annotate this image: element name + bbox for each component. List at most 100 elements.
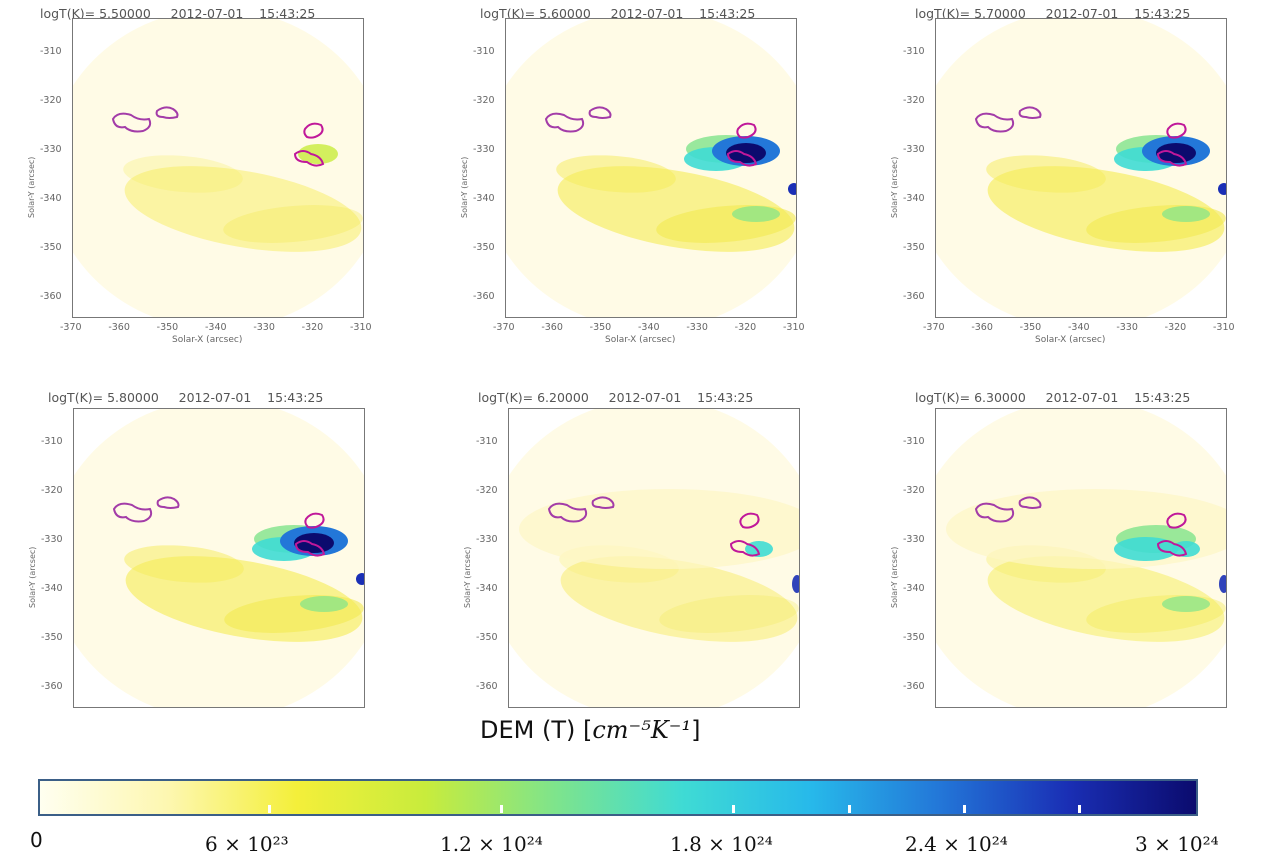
x-tick-label: -310 xyxy=(1213,322,1235,333)
dem-emission-blob xyxy=(792,575,799,593)
dem-emission-blob xyxy=(1114,537,1178,561)
contour-line xyxy=(304,512,325,529)
x-tick-label: -350 xyxy=(1019,322,1042,333)
dem-emission-blob xyxy=(294,533,334,553)
contour-line xyxy=(1018,106,1042,119)
y-tick-label: -360 xyxy=(41,681,63,692)
y-tick-label: -330 xyxy=(41,534,63,545)
colorbar-tick-label: 0 xyxy=(30,828,43,852)
dem-emission-blob xyxy=(356,573,364,585)
dem-emission-blob xyxy=(1162,596,1210,612)
dem-map xyxy=(73,408,365,708)
colorbar-tick-label: 6 × 10²³ xyxy=(205,832,289,856)
contour-line xyxy=(974,502,1015,523)
y-tick-label: -320 xyxy=(903,485,925,496)
y-tick-label: -350 xyxy=(903,632,925,643)
y-axis-label: Solar-Y (arcsec) xyxy=(890,156,899,218)
panel-title: logT(K)= 5.60000 2012-07-01 15:43:25 xyxy=(480,6,756,21)
y-axis-label: Solar-Y (arcsec) xyxy=(28,546,37,608)
x-tick-label: -370 xyxy=(923,322,945,333)
y-tick-label: -320 xyxy=(903,95,925,106)
y-axis-label: Solar-Y (arcsec) xyxy=(463,546,472,608)
x-axis-label: Solar-X (arcsec) xyxy=(172,335,243,345)
y-tick-label: -340 xyxy=(40,193,62,204)
dem-map-canvas xyxy=(73,19,363,317)
dem-emission-blob xyxy=(1219,575,1226,593)
panel-title: logT(K)= 6.20000 2012-07-01 15:43:25 xyxy=(478,390,754,405)
x-tick-label: -340 xyxy=(638,322,660,333)
panel-title: logT(K)= 5.70000 2012-07-01 15:43:25 xyxy=(915,6,1191,21)
colorbar-tick-label: 2.4 × 10²⁴ xyxy=(905,832,1008,856)
y-tick-label: -340 xyxy=(473,193,495,204)
contour-line xyxy=(974,112,1015,133)
y-tick-label: -350 xyxy=(903,242,925,253)
y-tick-label: -360 xyxy=(476,681,498,692)
y-tick-label: -360 xyxy=(903,681,925,692)
contour-line xyxy=(588,106,612,119)
dem-emission-blob xyxy=(1162,206,1210,222)
y-tick-label: -360 xyxy=(903,291,925,302)
x-tick-label: -340 xyxy=(1068,322,1090,333)
y-tick-label: -320 xyxy=(41,485,63,496)
colorbar-minor-tick xyxy=(1078,805,1081,813)
colorbar-tick-label: 1.2 × 10²⁴ xyxy=(440,832,543,856)
x-axis-label: Solar-X (arcsec) xyxy=(605,335,676,345)
x-tick-label: -360 xyxy=(971,322,993,333)
y-tick-label: -340 xyxy=(476,583,498,594)
dem-emission-blob xyxy=(124,545,244,583)
colorbar-tick-label: 3 × 10²⁴ xyxy=(1135,832,1219,856)
dem-emission-blob xyxy=(987,556,1225,642)
colorbar-minor-tick xyxy=(848,805,851,813)
y-tick-label: -310 xyxy=(903,46,925,57)
colorbar-title: DEM (T) [cm⁻⁵K⁻¹] xyxy=(480,716,700,744)
dem-map-canvas xyxy=(74,409,364,707)
dem-map-canvas xyxy=(936,19,1226,317)
y-tick-label: -320 xyxy=(473,95,495,106)
panel-title: logT(K)= 5.80000 2012-07-01 15:43:25 xyxy=(48,390,324,405)
dem-emission-blob xyxy=(223,205,363,243)
y-axis-label: Solar-Y (arcsec) xyxy=(27,156,36,218)
colorbar-minor-tick xyxy=(963,805,966,813)
x-tick-label: -320 xyxy=(734,322,757,333)
contour-line xyxy=(111,112,152,133)
colorbar-minor-tick xyxy=(268,805,271,813)
x-tick-label: -350 xyxy=(589,322,612,333)
contour-line xyxy=(1166,512,1187,529)
x-axis-label: Solar-X (arcsec) xyxy=(1035,335,1106,345)
dem-emission-blob xyxy=(123,155,243,193)
y-tick-label: -330 xyxy=(40,144,62,155)
y-tick-label: -330 xyxy=(903,144,925,155)
x-tick-label: -310 xyxy=(350,322,372,333)
dem-map-canvas xyxy=(509,409,799,707)
x-tick-label: -320 xyxy=(301,322,324,333)
dem-emission-blob xyxy=(560,556,798,642)
y-tick-label: -310 xyxy=(903,436,925,447)
x-tick-label: -320 xyxy=(1164,322,1187,333)
x-tick-label: -330 xyxy=(686,322,708,333)
contour-line xyxy=(1018,496,1042,509)
contour-line xyxy=(736,122,757,139)
contour-line xyxy=(294,540,326,557)
x-tick-label: -330 xyxy=(1116,322,1138,333)
contour-line xyxy=(1156,150,1188,167)
dem-emission-blob xyxy=(124,166,362,252)
contour-line xyxy=(1156,540,1188,557)
colorbar-title-suffix: ] xyxy=(691,716,701,744)
y-tick-label: -350 xyxy=(41,632,63,643)
y-tick-label: -340 xyxy=(41,583,63,594)
x-tick-label: -360 xyxy=(541,322,563,333)
y-tick-label: -350 xyxy=(476,632,498,643)
y-axis-label: Solar-Y (arcsec) xyxy=(890,546,899,608)
contour-line xyxy=(739,512,760,529)
y-tick-label: -330 xyxy=(473,144,495,155)
dem-map xyxy=(508,408,800,708)
y-tick-label: -340 xyxy=(903,583,925,594)
dem-emission-blob xyxy=(788,183,796,195)
y-tick-label: -330 xyxy=(476,534,498,545)
y-tick-label: -310 xyxy=(41,436,63,447)
dem-map xyxy=(505,18,797,318)
x-tick-label: -370 xyxy=(60,322,82,333)
dem-emission-blob xyxy=(300,596,348,612)
x-tick-label: -340 xyxy=(205,322,227,333)
contour-line xyxy=(1166,122,1187,139)
